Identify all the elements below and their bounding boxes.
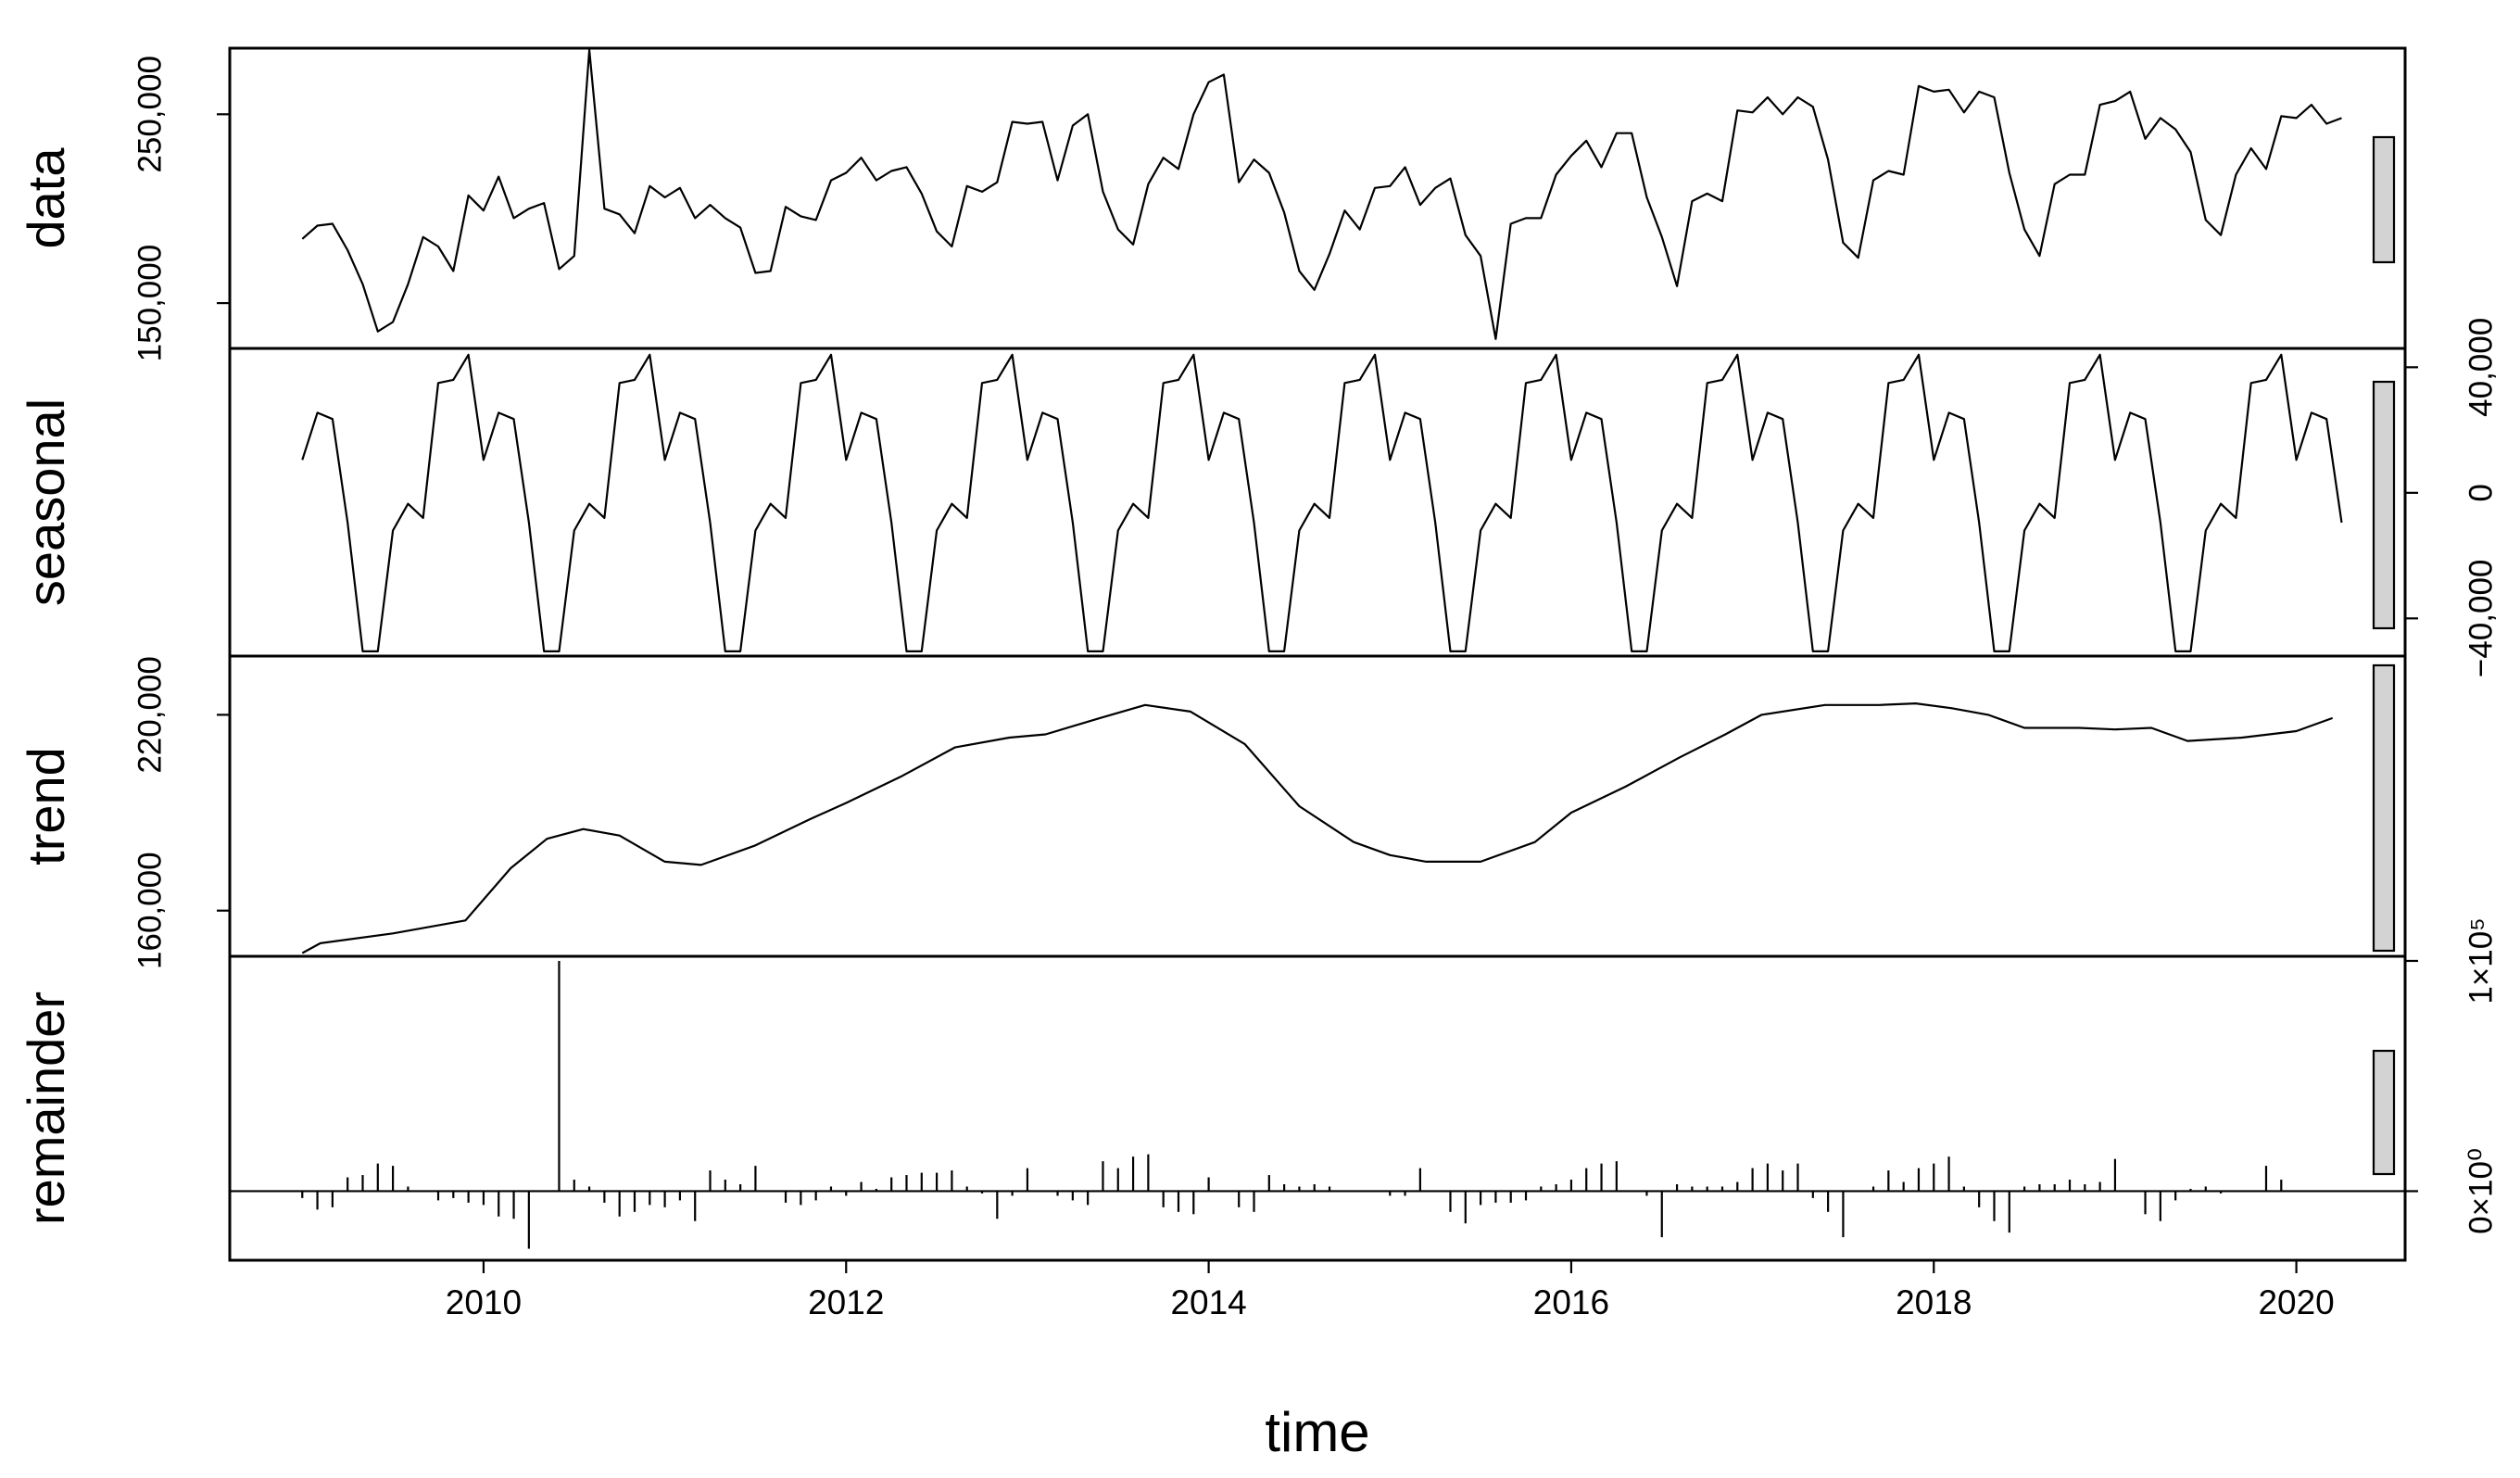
- data-ytick-label: 150,000: [132, 245, 168, 362]
- panel-frame-remainder: [228, 954, 2407, 1262]
- panel-frame-seasonal: [228, 347, 2407, 658]
- data-ylabel: data: [17, 147, 75, 249]
- trend-series-line: [301, 701, 2334, 954]
- remainder-scale-bar: [2372, 1049, 2396, 1176]
- xtick-label: 2018: [1896, 1283, 1972, 1321]
- panel-frame-data: [228, 46, 2407, 350]
- seasonal-ytick-label: −40,000: [2463, 560, 2499, 678]
- data-series-line: [301, 48, 2342, 340]
- seasonal-ytick-label: 0: [2463, 484, 2499, 501]
- x-axis-label: time: [1265, 1401, 1369, 1463]
- remainder-ytick-label: 0×10⁰: [2463, 1148, 2499, 1234]
- data-scale-bar: [2372, 135, 2396, 264]
- trend-ytick-label: 220,000: [132, 656, 168, 774]
- trend-ytick-label: 160,000: [132, 852, 168, 969]
- trend-scale-bar: [2372, 663, 2396, 953]
- seasonal-ylabel: seasonal: [17, 398, 75, 606]
- remainder-ylabel: remainder: [17, 992, 75, 1225]
- data-ytick-label: 250,000: [132, 56, 168, 173]
- seasonal-scale-bar: [2372, 380, 2396, 630]
- xtick-label: 2016: [1533, 1283, 1609, 1321]
- remainder-ytick-label: 1×10⁵: [2463, 917, 2499, 1004]
- seasonal-series-line: [301, 353, 2343, 653]
- trend-ylabel: trend: [17, 747, 75, 865]
- xtick-label: 2010: [446, 1283, 522, 1321]
- xtick-label: 2020: [2258, 1283, 2334, 1321]
- xtick-label: 2014: [1170, 1283, 1246, 1321]
- xtick-label: 2012: [808, 1283, 884, 1321]
- panel-frame-trend: [228, 654, 2407, 958]
- seasonal-ytick-label: 40,000: [2463, 318, 2499, 417]
